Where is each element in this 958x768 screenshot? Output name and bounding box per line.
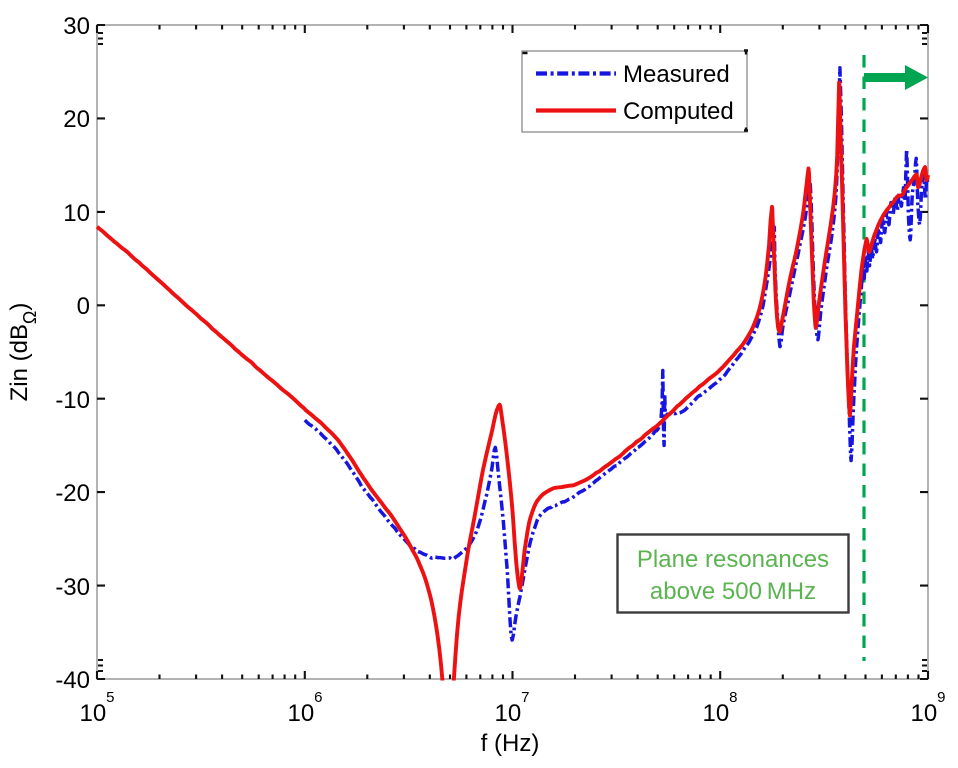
svg-text:-20: -20 [55,480,90,507]
svg-text:0: 0 [77,293,90,320]
svg-text:30: 30 [63,13,90,40]
svg-text:-30: -30 [55,574,90,601]
svg-text:Plane resonances: Plane resonances [637,546,829,573]
svg-text:-10: -10 [55,387,90,414]
svg-text:f (Hz): f (Hz) [481,730,540,757]
svg-text:Measured: Measured [623,61,730,88]
svg-text:20: 20 [63,106,90,133]
svg-text:-40: -40 [55,667,90,694]
svg-text:Computed: Computed [623,98,734,125]
svg-text:above 500 MHz: above 500 MHz [650,578,816,605]
svg-text:10: 10 [63,200,90,227]
